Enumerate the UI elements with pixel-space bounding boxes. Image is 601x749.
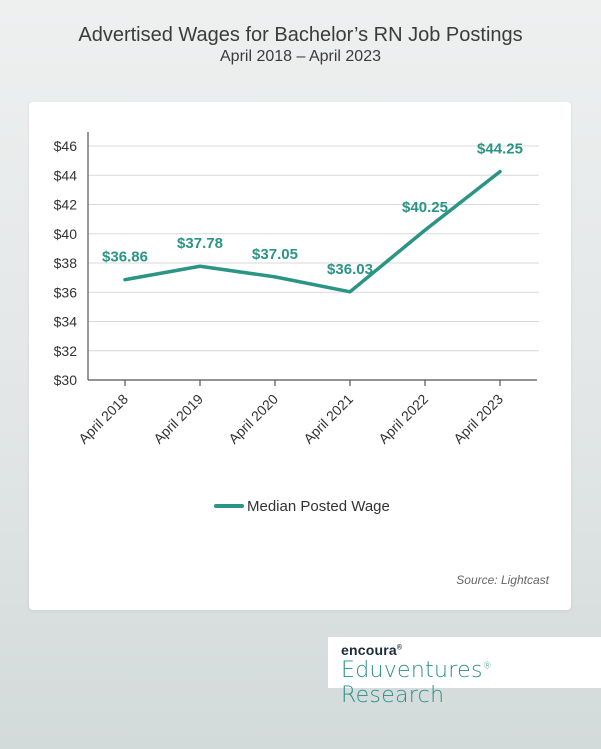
data-label: $37.05	[252, 246, 298, 263]
data-point	[198, 264, 202, 268]
chart-subtitle: April 2018 – April 2023	[220, 48, 381, 65]
data-label: $36.86	[102, 249, 148, 266]
x-tick-label: April 2019	[150, 391, 206, 447]
data-point	[348, 290, 352, 294]
data-point	[123, 278, 127, 282]
x-tick-label: April 2023	[450, 391, 506, 447]
data-point	[273, 275, 277, 279]
y-tick-label: $34	[54, 314, 78, 330]
x-tick-label: April 2020	[225, 391, 281, 447]
series-line-median-posted-wage	[123, 169, 502, 294]
x-tick-label: April 2021	[300, 391, 356, 447]
x-tick-label: April 2018	[75, 391, 131, 447]
y-tick-label: $38	[54, 255, 78, 271]
data-point	[423, 228, 427, 232]
y-tick-label: $46	[54, 138, 78, 154]
data-label: $40.25	[402, 199, 448, 216]
data-label: $36.03	[327, 261, 373, 278]
data-point	[498, 170, 502, 174]
y-tick-label: $32	[54, 343, 78, 359]
chart-card: $30 $32 $34 $36 $38 $40 $42 $44 $46 April 2018 Apr…	[29, 102, 571, 610]
data-label: $37.78	[177, 235, 223, 252]
y-tick-label: $44	[54, 167, 78, 183]
legend-label: Median Posted Wage	[247, 498, 390, 515]
line-chart: $30 $32 $34 $36 $38 $40 $42 $44 $46 April 2018 Apr…	[54, 132, 539, 515]
encoura-logo: encoura®	[341, 642, 403, 658]
y-tick-label: $40	[54, 226, 78, 242]
brand-logo: encoura® Eduventures® Research	[328, 637, 601, 708]
data-label: $44.25	[477, 141, 523, 158]
x-tick-label: April 2022	[375, 391, 431, 447]
eduventures-logo: Eduventures® Research	[341, 658, 493, 708]
chart-title: Advertised Wages for Bachelor’s RN Job P…	[78, 24, 523, 46]
source-note: Source: Lightcast	[456, 573, 549, 587]
y-tick-label: $42	[54, 197, 78, 213]
y-tick-label: $30	[54, 372, 78, 388]
y-tick-label: $36	[54, 284, 78, 300]
